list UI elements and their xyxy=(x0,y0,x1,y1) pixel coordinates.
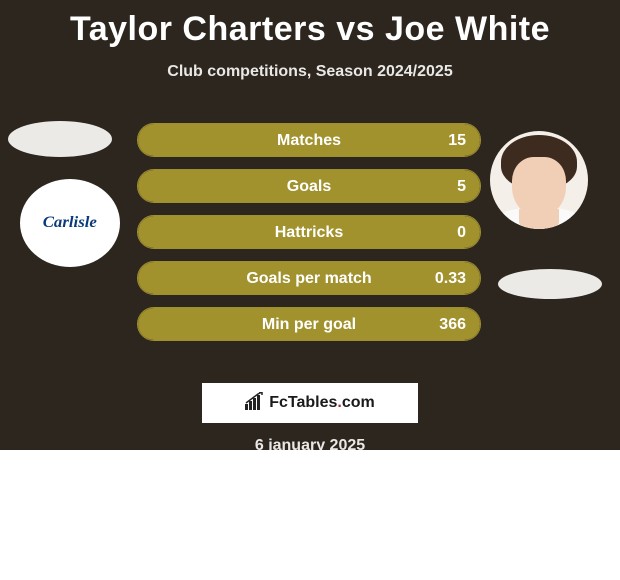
stat-bar: Min per goal366 xyxy=(137,307,481,341)
subtitle: Club competitions, Season 2024/2025 xyxy=(0,63,620,81)
stat-bar-value-right: 5 xyxy=(457,170,466,203)
attribution-pre: FcTables xyxy=(269,394,337,411)
chart-icon xyxy=(245,392,265,415)
stat-bar: Goals per match0.33 xyxy=(137,261,481,295)
stat-bars: Matches15 Goals5 Hattricks0 Goals per match… xyxy=(137,123,481,353)
stat-bar-label: Matches xyxy=(138,124,480,157)
bottom-whitespace xyxy=(0,450,620,580)
stat-bar: Matches15 xyxy=(137,123,481,157)
right-player-photo xyxy=(490,131,588,229)
stat-bar-value-right: 366 xyxy=(439,308,466,341)
stat-bar: Hattricks0 xyxy=(137,215,481,249)
stat-bar-value-right: 0.33 xyxy=(435,262,466,295)
stat-bar-label: Hattricks xyxy=(138,216,480,249)
stat-bar-value-right: 0 xyxy=(457,216,466,249)
carlisle-logo-text: Carlisle xyxy=(43,214,97,232)
stat-bar-label: Goals xyxy=(138,170,480,203)
attribution-text: FcTables.com xyxy=(269,394,375,412)
attribution-post: com xyxy=(342,394,375,411)
avatar-neck xyxy=(519,209,559,229)
page-title: Taylor Charters vs Joe White xyxy=(0,0,620,49)
stat-bar-label: Goals per match xyxy=(138,262,480,295)
stat-bar-label: Min per goal xyxy=(138,308,480,341)
stat-bar: Goals5 xyxy=(137,169,481,203)
left-player-photo-ellipse xyxy=(8,121,112,157)
comparison-stage: Carlisle Matches15 Goals5 Hattricks0 Goals … xyxy=(0,111,620,371)
avatar-face xyxy=(512,157,566,217)
left-club-logo: Carlisle xyxy=(20,179,120,267)
stat-bar-value-right: 15 xyxy=(448,124,466,157)
right-club-logo-ellipse xyxy=(498,269,602,299)
attribution-badge: FcTables.com xyxy=(202,383,418,423)
